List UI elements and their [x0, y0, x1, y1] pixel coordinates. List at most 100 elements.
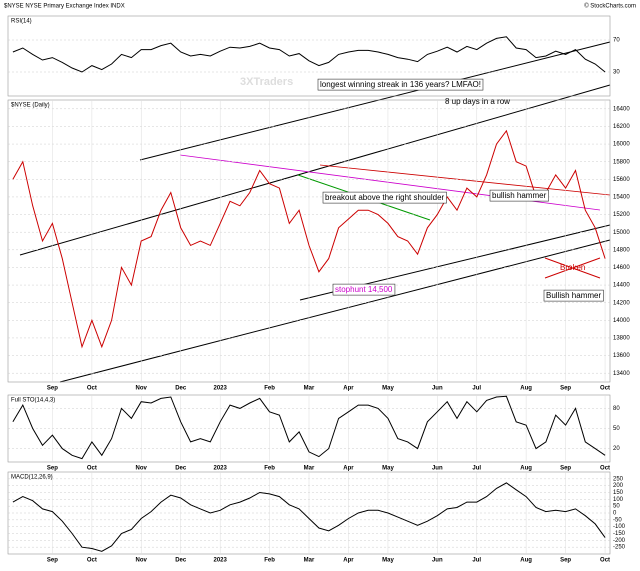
y-tick-label: 0: [613, 511, 617, 517]
x-tick-label: May: [382, 558, 394, 564]
y-tick-label: 16200: [613, 124, 630, 130]
x-tick-label: Sep: [560, 466, 571, 472]
panel-title: $NYSE (Daily): [11, 103, 50, 109]
x-tick-label: Feb: [264, 466, 275, 472]
annotation: longest winning streak in 136 years? LMF…: [320, 80, 481, 89]
annotation-box: [317, 78, 484, 91]
x-tick-label: Dec: [175, 466, 187, 472]
x-tick-label: Jun: [432, 466, 443, 472]
y-tick-label: 14000: [613, 318, 630, 324]
data-line: [12, 395, 606, 460]
x-tick-label: Oct: [87, 558, 97, 564]
y-tick-label: 15400: [613, 195, 630, 201]
y-tick-label: -50: [613, 517, 622, 523]
data-line: [12, 482, 606, 552]
x-tick-label: Jun: [432, 558, 443, 564]
x-tick-label: Jun: [432, 386, 443, 392]
y-tick-label: 13600: [613, 353, 630, 359]
x-tick-label: Mar: [304, 386, 315, 392]
y-tick-label: 16000: [613, 142, 630, 148]
x-tick-label: Aug: [520, 386, 532, 392]
x-tick-label: 2023: [214, 466, 228, 472]
y-tick-label: 50: [613, 504, 620, 510]
x-tick-label: Oct: [87, 466, 97, 472]
x-tick-label: 2023: [214, 386, 228, 392]
x-tick-label: Dec: [175, 558, 187, 564]
y-tick-label: 13400: [613, 371, 630, 377]
x-tick-label: Nov: [136, 466, 148, 472]
x-tick-label: Apr: [343, 466, 354, 472]
data-line: [12, 129, 606, 349]
y-tick-label: 14800: [613, 247, 630, 253]
annotation-box: [489, 189, 549, 202]
watermark: 3XTraders: [240, 76, 293, 88]
annotation: bullish hammer: [492, 191, 547, 200]
x-tick-label: Sep: [47, 558, 58, 564]
y-tick-label: 50: [613, 426, 620, 432]
x-tick-label: Sep: [560, 386, 571, 392]
y-tick-label: -200: [613, 538, 626, 544]
support-line: [319, 164, 611, 196]
annotation: breakout above the right shoulder: [325, 193, 445, 202]
y-tick-label: 15200: [613, 212, 630, 218]
x-tick-label: Oct: [600, 386, 610, 392]
y-tick-label: 15600: [613, 177, 630, 183]
data-line: [12, 36, 606, 73]
y-tick-label: 70: [613, 38, 620, 44]
y-tick-label: 100: [613, 497, 624, 503]
panel-title: MACD(12,26,9): [11, 475, 53, 481]
annotation: Bullish hammer: [546, 291, 601, 300]
y-tick-label: 15000: [613, 230, 630, 236]
annotation: stophunt 14,500: [335, 285, 393, 294]
y-tick-label: 16400: [613, 106, 630, 112]
x-tick-label: 2023: [214, 558, 228, 564]
channel-lower: [59, 239, 611, 383]
x-tick-label: Jul: [472, 466, 481, 472]
y-tick-label: 13800: [613, 336, 630, 342]
x-tick-label: Oct: [87, 386, 97, 392]
x-tick-label: May: [382, 386, 394, 392]
chart-header-title: $NYSE NYSE Primary Exchange Index INDX: [4, 4, 125, 10]
y-tick-label: 14600: [613, 265, 630, 271]
x-tick-label: Aug: [520, 558, 532, 564]
y-tick-label: -100: [613, 524, 626, 530]
panel-title: Full STO(14,4,3): [11, 398, 55, 404]
x-tick-label: Apr: [343, 558, 354, 564]
source: © StockCharts.com: [584, 3, 636, 10]
broken-cross: [544, 257, 601, 279]
x-tick-label: Oct: [600, 466, 610, 472]
annotation-box: [543, 289, 604, 302]
y-tick-label: 150: [613, 490, 624, 496]
x-tick-label: Dec: [175, 386, 187, 392]
annotation: 8 up days in a row: [445, 97, 510, 106]
x-tick-label: Apr: [343, 386, 354, 392]
y-tick-label: 30: [613, 70, 620, 76]
x-tick-label: Aug: [520, 466, 532, 472]
panel-title: RSI(14): [11, 19, 32, 25]
y-tick-label: 14400: [613, 283, 630, 289]
channel-middle: [19, 84, 611, 256]
x-tick-label: Sep: [47, 466, 58, 472]
y-tick-label: 250: [613, 476, 624, 482]
annotation: Broken: [560, 263, 585, 272]
x-tick-label: Mar: [304, 558, 315, 564]
annotation-box: [332, 283, 396, 296]
x-tick-label: Nov: [136, 386, 148, 392]
y-tick-label: 200: [613, 483, 624, 489]
y-tick-label: 80: [613, 406, 620, 412]
x-tick-label: Sep: [560, 558, 571, 564]
y-tick-label: 14200: [613, 300, 630, 306]
channel-upper: [139, 41, 611, 161]
y-tick-label: -150: [613, 531, 626, 537]
x-tick-label: Mar: [304, 466, 315, 472]
y-tick-label: 15800: [613, 159, 630, 165]
y-tick-label: 20: [613, 446, 620, 452]
x-tick-label: Feb: [264, 386, 275, 392]
x-tick-label: Oct: [600, 558, 610, 564]
x-tick-label: May: [382, 466, 394, 472]
x-tick-label: Nov: [136, 558, 148, 564]
x-tick-label: Sep: [47, 386, 58, 392]
y-tick-label: -250: [613, 545, 626, 551]
